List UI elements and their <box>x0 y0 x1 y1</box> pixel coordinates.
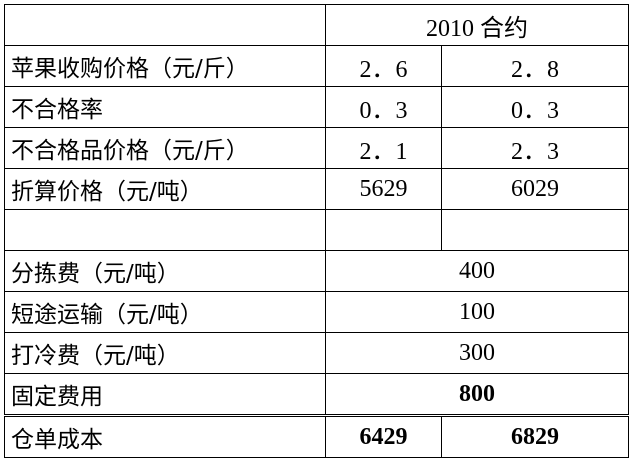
value-cell: 2．3 <box>441 127 629 169</box>
row: 苹果收购价格（元/斤） 2．6 2．8 <box>4 45 629 87</box>
label-cell: 不合格率 <box>4 86 326 128</box>
label-cell: 苹果收购价格（元/斤） <box>4 45 326 87</box>
header-row: 2010 合约 <box>4 4 629 46</box>
label-cell: 折算价格（元/吨） <box>4 168 326 210</box>
label-cell: 短途运输（元/吨） <box>4 291 326 333</box>
label-cell: 不合格品价格（元/斤） <box>4 127 326 169</box>
empty-cell <box>441 209 629 251</box>
value-cell: 2．8 <box>441 45 629 87</box>
value-cell: 300 <box>325 332 629 374</box>
value-cell: 2．6 <box>325 45 442 87</box>
row: 分拣费（元/吨） 400 <box>4 250 629 292</box>
value-cell: 0．3 <box>325 86 442 128</box>
value-cell: 5629 <box>325 168 442 210</box>
value-cell: 2．1 <box>325 127 442 169</box>
value-cell: 0．3 <box>441 86 629 128</box>
value-cell: 6829 <box>441 414 629 458</box>
label-cell: 打冷费（元/吨） <box>4 332 326 374</box>
value-cell: 6429 <box>325 414 442 458</box>
row: 固定费用 800 <box>4 373 629 416</box>
row: 不合格品价格（元/斤） 2．1 2．3 <box>4 127 629 169</box>
value-cell: 800 <box>325 373 629 416</box>
value-cell: 6029 <box>441 168 629 210</box>
label-cell: 仓单成本 <box>4 414 326 458</box>
empty-row <box>4 209 629 251</box>
empty-cell <box>325 209 442 251</box>
value-cell: 400 <box>325 250 629 292</box>
row: 不合格率 0．3 0．3 <box>4 86 629 128</box>
row: 短途运输（元/吨） 100 <box>4 291 629 333</box>
label-cell: 固定费用 <box>4 373 326 416</box>
empty-cell <box>4 209 326 251</box>
empty-cell <box>4 4 326 46</box>
value-cell: 100 <box>325 291 629 333</box>
label-cell: 分拣费（元/吨） <box>4 250 326 292</box>
row: 折算价格（元/吨） 5629 6029 <box>4 168 629 210</box>
total-row: 仓单成本 6429 6829 <box>4 414 629 458</box>
cost-table: 2010 合约 苹果收购价格（元/斤） 2．6 2．8 不合格率 0．3 0．3 不合格… <box>4 4 629 458</box>
row: 打冷费（元/吨） 300 <box>4 332 629 374</box>
header-cell: 2010 合约 <box>325 4 629 46</box>
